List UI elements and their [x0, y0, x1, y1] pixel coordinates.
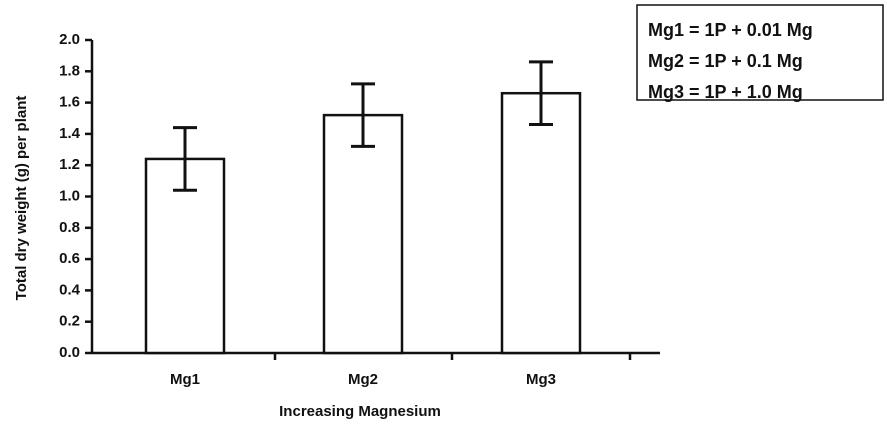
y-tick-label: 1.2: [59, 156, 80, 173]
y-tick-label: 1.8: [59, 62, 80, 79]
error-bar: [529, 60, 553, 127]
x-axis-title: Increasing Magnesium: [279, 403, 441, 420]
legend-text: Mg2 = 1P + 0.1 Mg: [648, 51, 803, 71]
x-tick-label: Mg2: [348, 371, 378, 388]
error-bar: [351, 82, 375, 148]
y-axis-title: Total dry weight (g) per plant: [13, 96, 30, 301]
y-tick-label: 0.4: [59, 281, 81, 298]
x-tick-label: Mg1: [170, 371, 200, 388]
legend-box: [636, 4, 884, 101]
y-tick-label: 1.4: [59, 125, 81, 142]
bar: [322, 113, 404, 355]
y-tick-label: 0.6: [59, 250, 80, 267]
error-bar: [173, 126, 197, 192]
y-tick-label: 0.0: [59, 344, 80, 361]
legend-text: Mg3 = 1P + 1.0 Mg: [648, 82, 803, 102]
y-tick-label: 1.6: [59, 94, 80, 111]
y-tick-label: 0.8: [59, 219, 80, 236]
y-tick-label: 2.0: [59, 31, 80, 48]
legend-text: Mg1 = 1P + 0.01 Mg: [648, 20, 813, 40]
bar: [500, 91, 582, 355]
y-tick-label: 1.0: [59, 187, 80, 204]
y-tick-label: 0.2: [59, 313, 80, 330]
x-tick-label: Mg3: [526, 371, 556, 388]
